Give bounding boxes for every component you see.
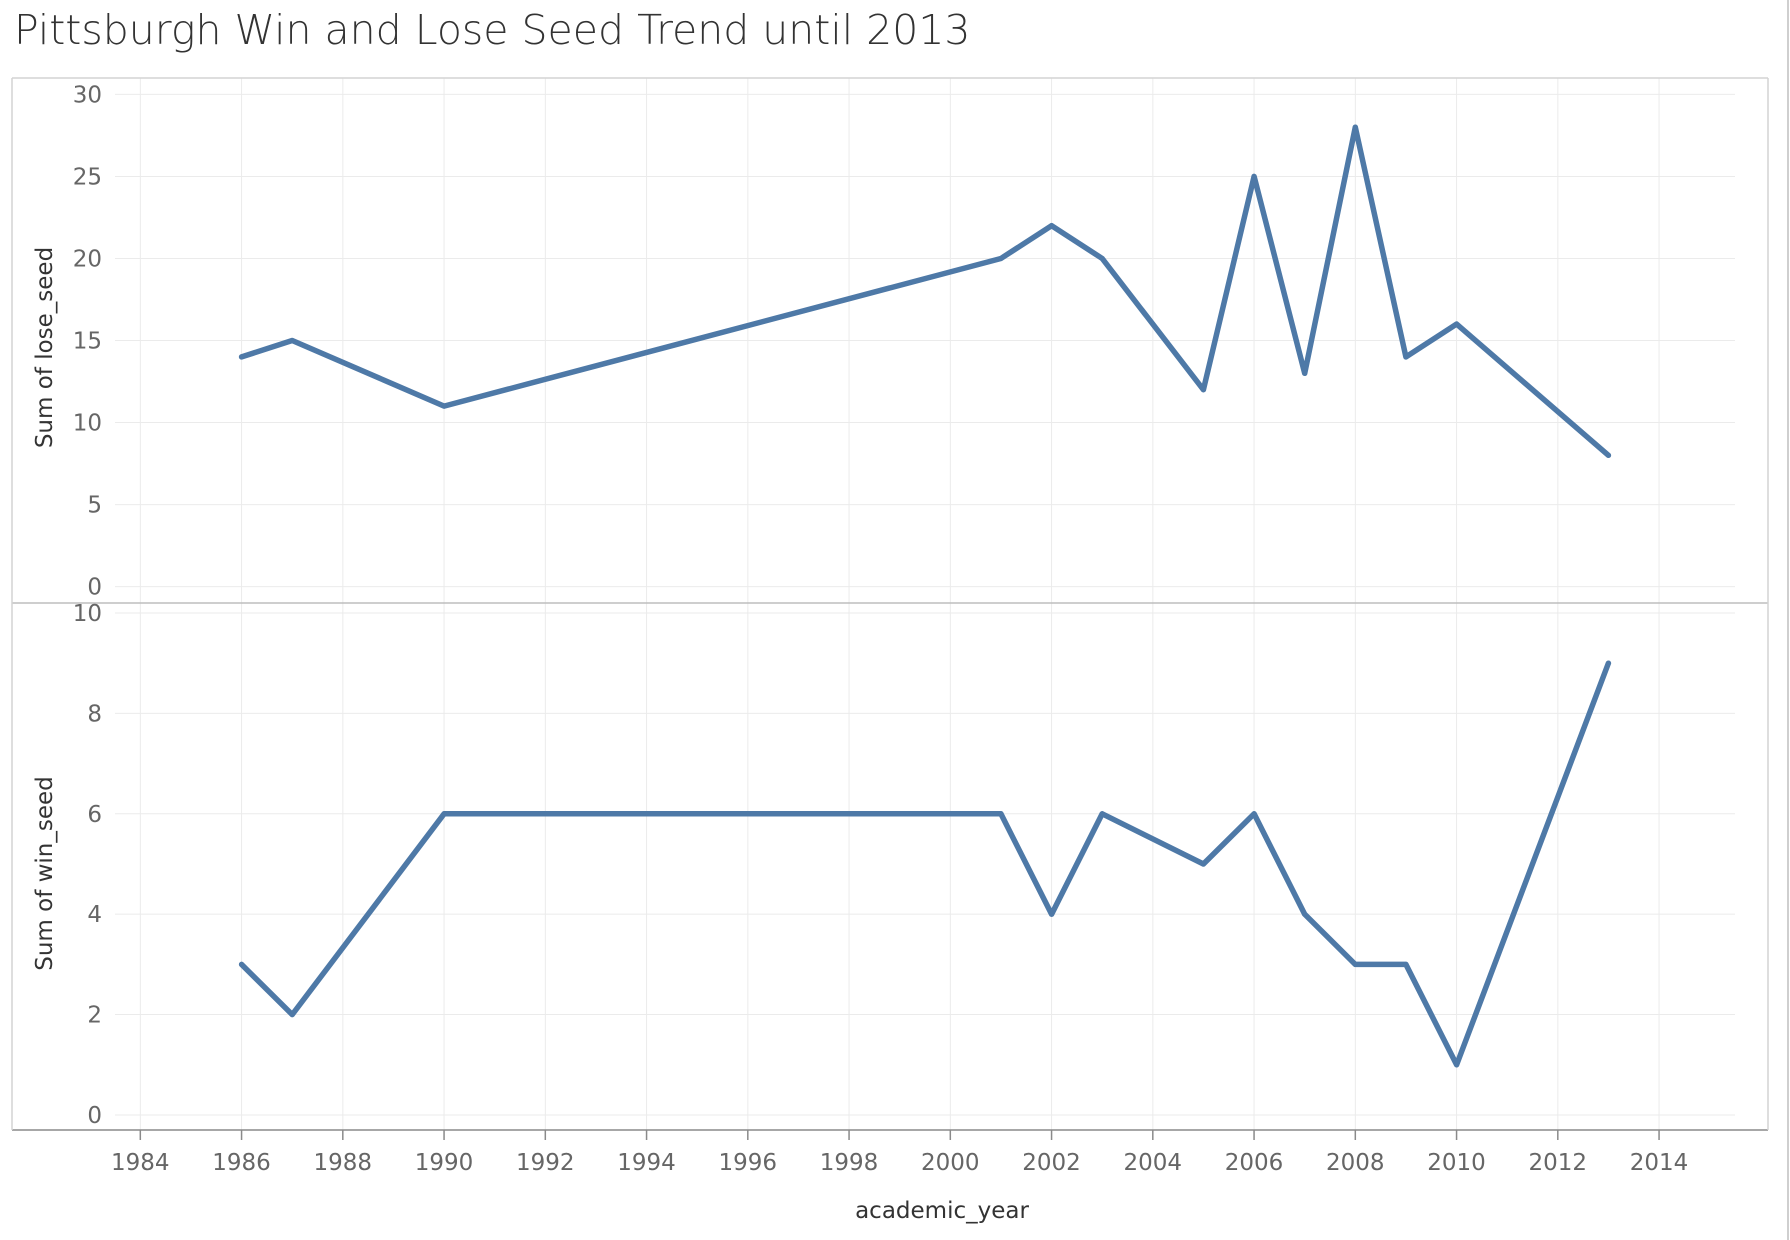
x-tick-label: 2012 bbox=[1529, 1150, 1588, 1176]
y-tick-label: 0 bbox=[87, 575, 102, 601]
x-tick-label: 2000 bbox=[921, 1150, 980, 1176]
data-point bbox=[1200, 861, 1206, 867]
y-tick-label: 0 bbox=[87, 1103, 102, 1129]
y-axis-title: Sum of win_seed bbox=[32, 776, 58, 971]
x-tick-label: 2002 bbox=[1022, 1150, 1081, 1176]
y-tick-label: 6 bbox=[87, 802, 102, 828]
grid-layer bbox=[115, 78, 1735, 1130]
tick-layer: 0 5 10 15 20 25 30 Sum of lose_seed 0 2 4 6 8 10 Sum o… bbox=[32, 82, 1688, 1176]
data-point bbox=[1454, 321, 1460, 327]
x-tick-label: 1992 bbox=[516, 1150, 575, 1176]
data-point bbox=[441, 403, 447, 409]
frame-layer bbox=[11, 0, 1789, 1240]
data-point bbox=[1605, 660, 1611, 666]
data-point bbox=[1251, 173, 1257, 179]
x-tick-label: 1984 bbox=[111, 1150, 170, 1176]
x-tick-label: 2008 bbox=[1326, 1150, 1385, 1176]
y-axis-title: Sum of lose_seed bbox=[32, 247, 58, 448]
x-tick-label: 1996 bbox=[719, 1150, 778, 1176]
data-point bbox=[1454, 1062, 1460, 1068]
data-point bbox=[1099, 811, 1105, 817]
data-point bbox=[1403, 354, 1409, 360]
data-point bbox=[239, 354, 245, 360]
data-point bbox=[998, 255, 1004, 261]
y-tick-label: 5 bbox=[87, 493, 102, 519]
data-point bbox=[1200, 387, 1206, 393]
data-point bbox=[1605, 452, 1611, 458]
chart-title: Pittsburgh Win and Lose Seed Trend until… bbox=[14, 6, 971, 54]
series-line bbox=[238, 660, 1612, 1068]
x-axis-title: academic_year bbox=[855, 1198, 1029, 1224]
x-tick-label: 1998 bbox=[820, 1150, 879, 1176]
y-tick-label: 20 bbox=[73, 246, 102, 272]
x-tick-label: 1986 bbox=[212, 1150, 271, 1176]
y-tick-label: 4 bbox=[87, 902, 102, 928]
data-point bbox=[1251, 811, 1257, 817]
series-layer bbox=[238, 124, 1612, 1068]
x-tick-label: 1990 bbox=[415, 1150, 474, 1176]
y-tick-label: 15 bbox=[73, 329, 102, 355]
y-tick-label: 30 bbox=[73, 82, 102, 108]
x-tick-label: 2014 bbox=[1630, 1150, 1689, 1176]
x-tick-label: 2004 bbox=[1124, 1150, 1183, 1176]
x-tick-label: 2010 bbox=[1427, 1150, 1486, 1176]
data-point bbox=[289, 338, 295, 343]
x-tick-label: 1988 bbox=[314, 1150, 373, 1176]
data-point bbox=[239, 961, 245, 967]
data-point bbox=[1049, 911, 1055, 917]
data-point bbox=[1049, 223, 1055, 229]
data-point bbox=[1352, 124, 1358, 130]
data-point bbox=[998, 811, 1004, 817]
y-tick-label: 8 bbox=[87, 701, 102, 727]
y-tick-label: 25 bbox=[73, 164, 102, 190]
y-tick-label: 10 bbox=[73, 601, 102, 627]
data-point bbox=[1302, 911, 1308, 917]
data-point bbox=[441, 811, 447, 817]
x-tick-label: 2006 bbox=[1225, 1150, 1284, 1176]
data-point bbox=[1099, 255, 1105, 261]
data-point bbox=[1302, 370, 1308, 376]
data-point bbox=[289, 1012, 295, 1018]
data-point bbox=[1352, 961, 1358, 967]
y-tick-label: 2 bbox=[87, 1003, 102, 1029]
data-point bbox=[1403, 961, 1409, 967]
x-tick-label: 1994 bbox=[617, 1150, 676, 1176]
y-tick-label: 10 bbox=[73, 411, 102, 437]
